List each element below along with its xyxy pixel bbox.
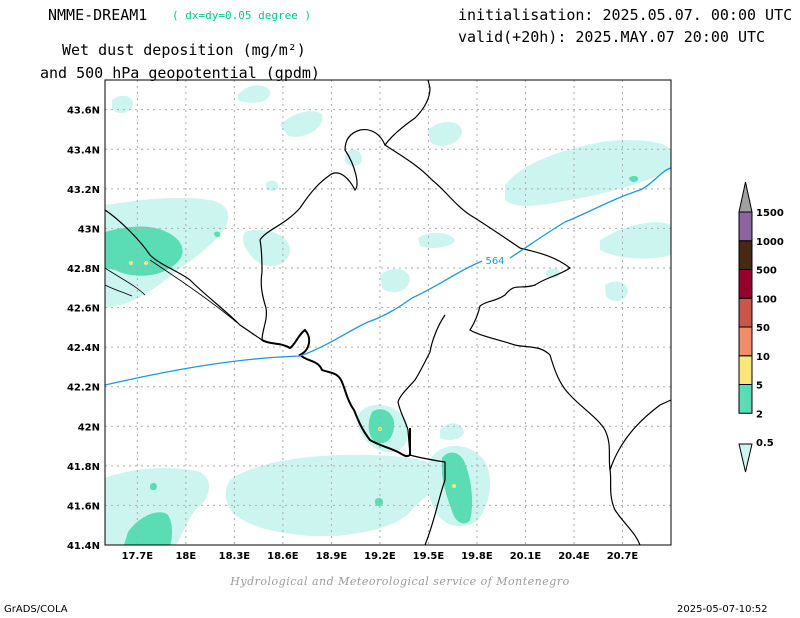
- deposition-patch: [440, 423, 464, 440]
- border-line: [609, 399, 671, 471]
- deposition-patch: [605, 281, 628, 301]
- lat-tick-label: 42.8N: [67, 264, 100, 275]
- axis-labels: 43.6N 43.4N 43.2N 43N 42.8N 42.6N 42.4N 42.2N 42…: [67, 106, 638, 562]
- lon-tick-label: 20.7E: [607, 551, 639, 562]
- lon-tick-label: 19.5E: [413, 551, 445, 562]
- lat-tick-label: 41.4N: [67, 541, 100, 552]
- deposition-patch: [243, 229, 290, 267]
- map-frame: [104, 79, 672, 546]
- model-name: NMME-DREAM1: [48, 6, 148, 24]
- coast-line: [261, 328, 411, 458]
- deposition-patch: [345, 149, 362, 167]
- deposition-speck: [144, 261, 148, 265]
- deposition-patch: [124, 512, 172, 545]
- legend-arrow-bottom: [738, 443, 753, 473]
- legend-label: 2: [756, 409, 763, 420]
- deposition-speck: [452, 484, 456, 488]
- legend-label: 1500: [756, 208, 784, 219]
- legend-arrow-top: [738, 181, 753, 213]
- country-borders: [105, 80, 671, 545]
- lon-tick-label: 19.8E: [461, 551, 493, 562]
- deposition-fields: [105, 85, 671, 545]
- deposition-speck: [129, 261, 133, 265]
- lat-tick-label: 41.8N: [67, 462, 100, 473]
- render-timestamp: 2025-05-07-10:52: [677, 604, 768, 615]
- gridlines: [105, 80, 671, 545]
- lat-tick-label: 42.4N: [67, 343, 100, 354]
- deposition-patch: [105, 226, 183, 276]
- deposition-patch: [150, 482, 157, 491]
- lon-tick-label: 18.6E: [267, 551, 299, 562]
- border-line: [397, 314, 446, 456]
- deposition-patch: [629, 175, 639, 183]
- software-label: GrADS/COLA: [4, 604, 68, 615]
- deposition-patch: [214, 231, 221, 237]
- legend-swatch: [738, 355, 753, 385]
- border-line: [105, 267, 146, 296]
- deposition-patch: [418, 232, 455, 248]
- legend-swatch: [738, 326, 753, 357]
- initialisation-time: initialisation: 2025.05.07. 00:00 UTC: [458, 6, 793, 24]
- legend-label: 10: [756, 352, 770, 363]
- deposition-patch: [375, 497, 384, 506]
- deposition-patch: [280, 111, 323, 137]
- legend-swatch: [738, 269, 753, 299]
- legend-colorbar: 0.5 2 5 10 50 100 500 1000 1500: [738, 181, 784, 473]
- map-title-line1: Wet dust deposition (mg/m²): [62, 41, 306, 59]
- lat-tick-label: 43.4N: [67, 145, 100, 156]
- legend-label: 500: [756, 266, 777, 277]
- lon-tick-label: 19.2E: [364, 551, 396, 562]
- legend-label: 5: [756, 381, 763, 392]
- deposition-patch: [505, 140, 671, 206]
- legend-swatch: [738, 297, 753, 328]
- map-title-line2: and 500 hPa geopotential (gpdm): [40, 64, 320, 82]
- lon-tick-label: 20.4E: [558, 551, 590, 562]
- geopotential-contour-564: [105, 167, 671, 386]
- lat-tick-label: 41.6N: [67, 501, 100, 512]
- deposition-patch: [428, 121, 462, 146]
- border-line: [105, 80, 431, 342]
- lat-tick-label: 43.6N: [67, 106, 100, 117]
- lon-tick-label: 20.1E: [510, 551, 542, 562]
- lon-tick-label: 18E: [175, 551, 196, 562]
- valid-time: valid(+20h): 2025.MAY.07 20:00 UTC: [458, 28, 766, 46]
- legend-label: 100: [756, 294, 777, 305]
- lat-tick-label: 42N: [78, 422, 100, 433]
- legend-swatch: [738, 211, 753, 242]
- border-line: [409, 454, 446, 545]
- lat-tick-label: 42.6N: [67, 304, 100, 315]
- legend-swatch: [738, 240, 753, 270]
- deposition-patch: [600, 222, 671, 259]
- deposition-patch: [105, 468, 210, 545]
- deposition-patch: [380, 268, 410, 293]
- legend-swatch: [738, 384, 753, 414]
- lon-tick-label: 18.9E: [316, 551, 348, 562]
- deposition-patch: [225, 454, 440, 537]
- border-line: [384, 144, 641, 545]
- legend-label: 1000: [756, 237, 784, 248]
- deposition-patch: [238, 85, 271, 103]
- lon-tick-label: 17.7E: [122, 551, 154, 562]
- deposition-patch: [112, 95, 134, 114]
- contour-label: 564: [485, 256, 504, 267]
- legend-label: 0.5: [756, 438, 774, 449]
- deposition-patch: [266, 180, 279, 191]
- credit-line: Hydrological and Meteorological service …: [230, 575, 570, 588]
- lat-tick-label: 42.2N: [67, 383, 100, 394]
- border-line: [149, 259, 241, 326]
- lat-tick-label: 43.2N: [67, 185, 100, 196]
- resolution-note: ( dx=dy=0.05 degree ): [172, 9, 312, 22]
- deposition-patch: [546, 268, 560, 279]
- legend-label: 50: [756, 323, 770, 334]
- border-line: [105, 284, 133, 297]
- lat-tick-label: 43N: [78, 224, 100, 235]
- lon-tick-label: 18.3E: [219, 551, 251, 562]
- deposition-patch: [442, 452, 473, 524]
